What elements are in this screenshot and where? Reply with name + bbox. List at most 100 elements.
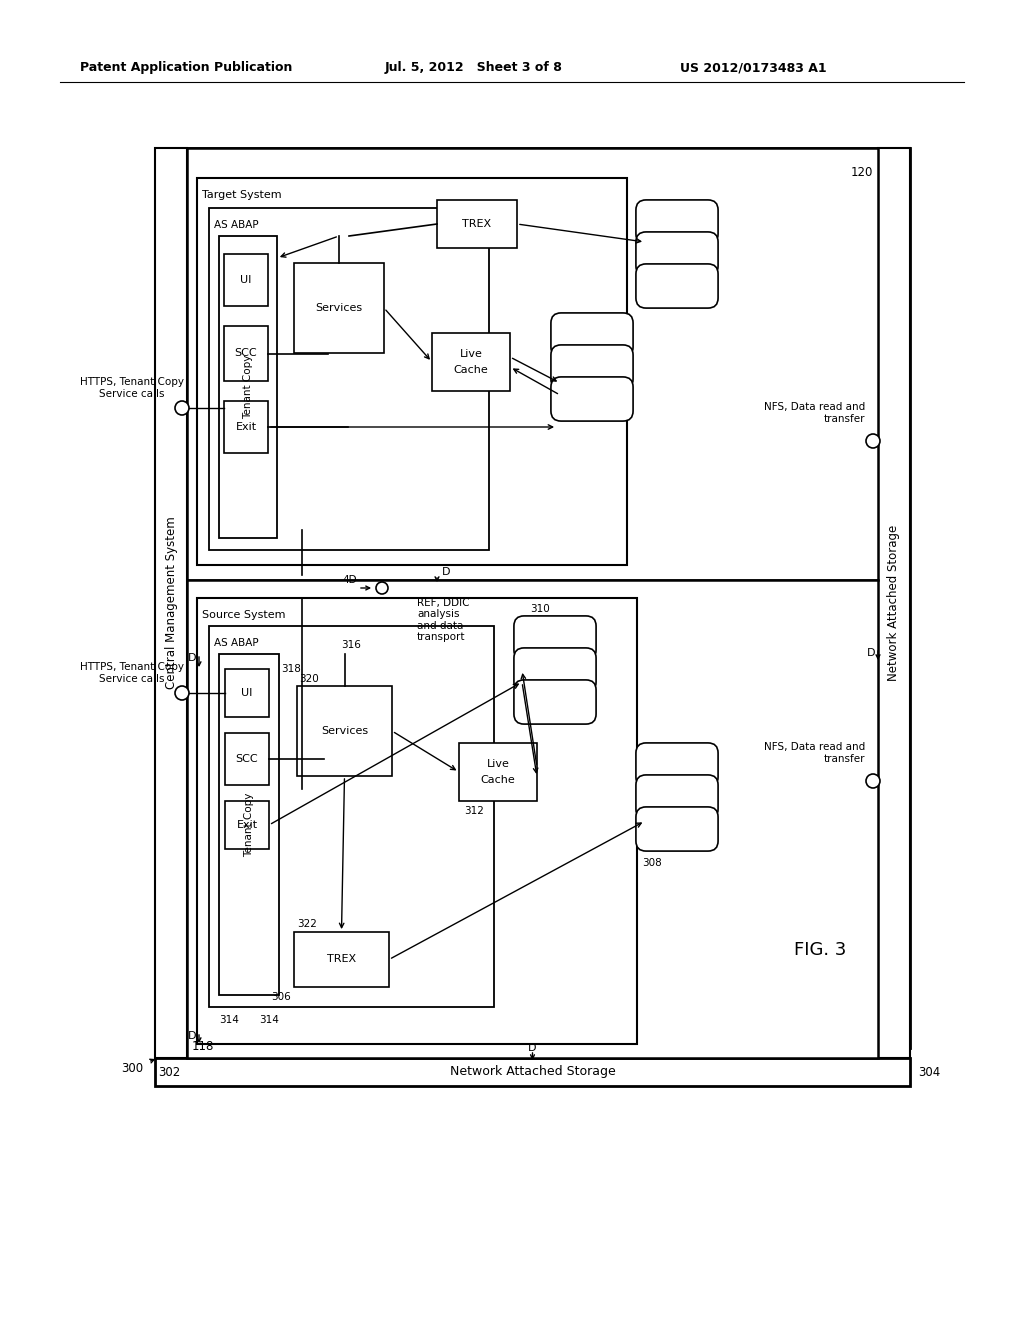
Text: 306: 306 bbox=[271, 993, 291, 1002]
Text: TREX: TREX bbox=[327, 954, 356, 965]
Text: 314: 314 bbox=[259, 1015, 279, 1026]
Text: D: D bbox=[187, 1031, 196, 1041]
FancyBboxPatch shape bbox=[514, 616, 596, 660]
Text: SCC: SCC bbox=[234, 348, 257, 359]
Text: 300: 300 bbox=[121, 1061, 143, 1074]
Text: Services: Services bbox=[321, 726, 368, 737]
FancyBboxPatch shape bbox=[551, 345, 633, 389]
Circle shape bbox=[866, 774, 880, 788]
Text: US 2012/0173483 A1: US 2012/0173483 A1 bbox=[680, 62, 826, 74]
Bar bbox=[294, 932, 389, 987]
Text: 322: 322 bbox=[297, 919, 316, 929]
Text: Central Management System: Central Management System bbox=[165, 516, 177, 689]
Bar bbox=[437, 201, 517, 248]
Text: Target System: Target System bbox=[202, 190, 282, 201]
Text: 318: 318 bbox=[281, 664, 301, 675]
Text: 310: 310 bbox=[530, 605, 550, 614]
Text: ...: ... bbox=[676, 253, 688, 267]
Text: D: D bbox=[528, 1043, 537, 1053]
Bar bbox=[187, 579, 878, 1059]
Circle shape bbox=[376, 582, 388, 594]
Text: AS ABAP: AS ABAP bbox=[214, 220, 259, 230]
Text: 120: 120 bbox=[851, 166, 873, 180]
Circle shape bbox=[175, 686, 189, 700]
Bar bbox=[459, 743, 537, 801]
Bar bbox=[225, 733, 269, 785]
Bar bbox=[219, 653, 279, 995]
Text: D: D bbox=[866, 648, 874, 657]
FancyBboxPatch shape bbox=[636, 775, 718, 820]
Text: DB: DB bbox=[547, 634, 563, 643]
Text: REF, DDIC
analysis
and data
transport: REF, DDIC analysis and data transport bbox=[417, 598, 469, 643]
Text: 320: 320 bbox=[299, 675, 318, 684]
Text: Network Attached Storage: Network Attached Storage bbox=[888, 525, 900, 681]
Text: Live: Live bbox=[486, 759, 509, 770]
Bar bbox=[432, 333, 510, 391]
FancyBboxPatch shape bbox=[514, 648, 596, 692]
Text: HTTPS, Tenant Copy
Service calls: HTTPS, Tenant Copy Service calls bbox=[80, 378, 184, 399]
Bar bbox=[297, 686, 392, 776]
Bar bbox=[878, 148, 910, 1059]
Bar bbox=[294, 263, 384, 352]
Text: UI: UI bbox=[241, 275, 252, 285]
Text: ...: ... bbox=[554, 669, 566, 682]
Bar bbox=[197, 178, 627, 565]
Bar bbox=[224, 401, 268, 453]
Bar bbox=[155, 148, 910, 1048]
Text: D: D bbox=[442, 568, 451, 577]
Text: Exit: Exit bbox=[236, 422, 257, 432]
Text: HTTPS, Tenant Copy
Service calls: HTTPS, Tenant Copy Service calls bbox=[80, 663, 184, 684]
Text: ...: ... bbox=[676, 796, 688, 809]
FancyBboxPatch shape bbox=[636, 264, 718, 308]
Circle shape bbox=[175, 401, 189, 414]
Text: Live: Live bbox=[460, 348, 482, 359]
Text: 302: 302 bbox=[158, 1065, 180, 1078]
Text: Network Attached Storage: Network Attached Storage bbox=[450, 1065, 615, 1078]
Text: File System: File System bbox=[647, 760, 707, 770]
FancyBboxPatch shape bbox=[636, 232, 718, 276]
Text: ...: ... bbox=[591, 367, 603, 380]
FancyBboxPatch shape bbox=[636, 743, 718, 787]
Text: Cache: Cache bbox=[480, 775, 515, 785]
Bar bbox=[224, 253, 268, 306]
Bar bbox=[224, 326, 268, 381]
Text: D: D bbox=[187, 653, 196, 663]
Bar bbox=[187, 148, 878, 579]
Text: Source System: Source System bbox=[202, 610, 286, 620]
Text: 312: 312 bbox=[464, 807, 484, 816]
Text: File System: File System bbox=[647, 216, 707, 227]
Bar bbox=[225, 669, 269, 717]
Bar bbox=[155, 148, 187, 1059]
Bar bbox=[155, 1059, 910, 1086]
Text: TREX: TREX bbox=[463, 219, 492, 228]
Bar bbox=[197, 598, 637, 1044]
FancyBboxPatch shape bbox=[636, 807, 718, 851]
Text: Exit: Exit bbox=[237, 820, 258, 830]
Text: FIG. 3: FIG. 3 bbox=[794, 941, 846, 960]
Text: 304: 304 bbox=[918, 1065, 940, 1078]
Text: NFS, Data read and
transfer: NFS, Data read and transfer bbox=[764, 403, 865, 424]
FancyBboxPatch shape bbox=[514, 680, 596, 725]
FancyBboxPatch shape bbox=[551, 378, 633, 421]
Bar bbox=[219, 236, 278, 539]
Text: DB: DB bbox=[584, 330, 600, 341]
Text: UI: UI bbox=[242, 688, 253, 698]
Text: 314: 314 bbox=[219, 1015, 239, 1026]
Bar bbox=[209, 209, 489, 550]
Text: AS ABAP: AS ABAP bbox=[214, 638, 259, 648]
Text: Jul. 5, 2012   Sheet 3 of 8: Jul. 5, 2012 Sheet 3 of 8 bbox=[385, 62, 563, 74]
Text: SCC: SCC bbox=[236, 754, 258, 764]
Text: Tenant Copy: Tenant Copy bbox=[243, 355, 253, 420]
Text: Tenant Copy: Tenant Copy bbox=[244, 792, 254, 857]
Text: Services: Services bbox=[315, 304, 362, 313]
Bar bbox=[209, 626, 494, 1007]
Text: 4D: 4D bbox=[342, 576, 357, 585]
Circle shape bbox=[866, 434, 880, 447]
Text: Cache: Cache bbox=[454, 366, 488, 375]
FancyBboxPatch shape bbox=[551, 313, 633, 358]
Text: NFS, Data read and
transfer: NFS, Data read and transfer bbox=[764, 742, 865, 764]
Text: 308: 308 bbox=[642, 858, 662, 869]
Text: 118: 118 bbox=[193, 1040, 214, 1053]
Bar bbox=[225, 801, 269, 849]
FancyBboxPatch shape bbox=[636, 199, 718, 244]
